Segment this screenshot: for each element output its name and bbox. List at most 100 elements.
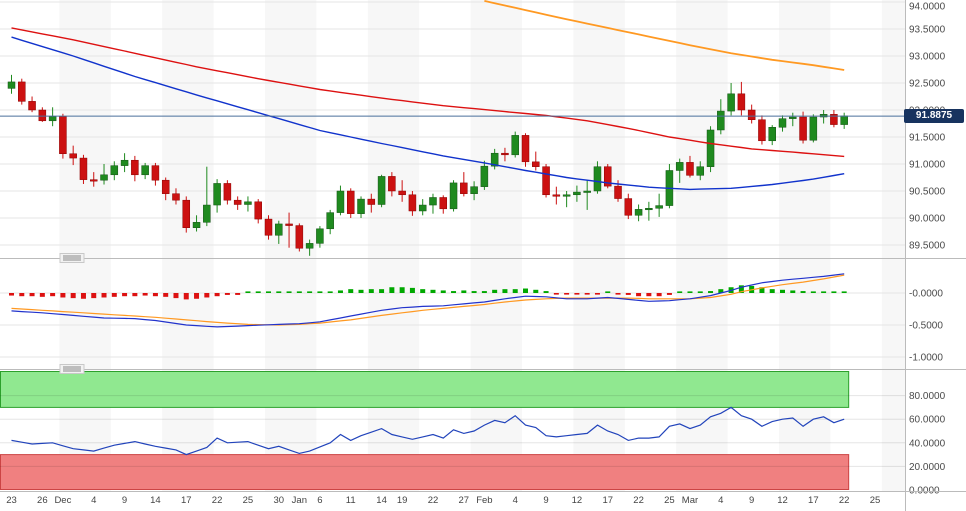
macd-histogram-bar: [656, 293, 662, 297]
candle-body: [634, 209, 643, 216]
candle-body: [449, 182, 458, 210]
time-axis-label: 22: [428, 495, 439, 506]
rsi-panel[interactable]: [0, 371, 905, 491]
macd-histogram-bar: [800, 291, 806, 293]
macd-histogram-bar: [512, 289, 518, 293]
candle-body: [624, 198, 633, 216]
candle-body: [38, 109, 47, 122]
macd-histogram-bar: [615, 293, 621, 295]
candle-body: [429, 197, 437, 206]
time-axis-label: Dec: [54, 495, 71, 506]
candle-body: [316, 228, 324, 244]
macd-histogram-bar: [471, 291, 477, 293]
last-price-badge: 91.8875: [904, 109, 964, 123]
macd-histogram-bar: [70, 293, 76, 299]
time-axis-label: 17: [808, 495, 819, 506]
ma-fast-line: [11, 27, 845, 158]
candle-body: [285, 223, 293, 226]
candle-body: [532, 161, 540, 167]
candle-body: [110, 165, 119, 176]
time-axis-label: 9: [122, 495, 127, 506]
candle-body: [48, 116, 57, 122]
candle-body: [254, 201, 262, 220]
candle-body: [562, 194, 571, 197]
macd-histogram-bar: [821, 291, 827, 293]
candle-body: [645, 208, 653, 211]
macd-histogram-bar: [337, 290, 343, 293]
candle-body: [789, 116, 797, 119]
macd-histogram-bar: [286, 291, 292, 293]
time-axis-label: 25: [243, 495, 254, 506]
time-axis-label: 11: [346, 495, 356, 506]
candle-body: [305, 243, 314, 249]
time-axis-label: 6: [317, 495, 322, 506]
macd-histogram-bar: [481, 291, 487, 293]
macd-histogram-bar: [697, 291, 703, 293]
candle-body: [357, 198, 365, 214]
price-axis-label: 90.0000: [909, 214, 946, 225]
time-axis-label: 4: [513, 495, 518, 506]
macd-histogram-bar: [769, 289, 775, 293]
main-price-panel[interactable]: [0, 0, 905, 256]
macd-histogram-bar: [19, 293, 25, 297]
candle-body: [408, 194, 417, 212]
macd-histogram-bar: [276, 291, 282, 293]
macd-histogram-bar: [111, 293, 117, 297]
time-axis-label: 23: [6, 495, 17, 506]
candle-body: [675, 162, 684, 171]
time-axis-label: 27: [459, 495, 470, 506]
macd-histogram-bar: [152, 293, 158, 297]
macd-histogram-bar: [533, 289, 539, 293]
macd-histogram-bar: [245, 291, 251, 293]
candle-body: [696, 166, 705, 176]
macd-histogram-bar: [194, 293, 200, 299]
rsi-axis-label: 20.0000: [909, 462, 946, 473]
candle-body: [336, 190, 345, 213]
candle-body: [737, 93, 746, 111]
time-axis[interactable]: 23 26 Dec 4 9 14 17 22 25 30 Jan 6 11 14 19 22 27 Feb 4 9 12…: [0, 491, 966, 507]
candle-body: [747, 109, 756, 120]
time-axis-label: 14: [150, 495, 161, 506]
candle-body: [18, 81, 26, 102]
macd-histogram-bar: [224, 293, 230, 295]
candle-body: [326, 212, 334, 230]
macd-histogram-bar: [368, 289, 374, 293]
candle-body: [223, 183, 232, 201]
candle-body: [367, 198, 376, 205]
time-axis-label: 4: [91, 495, 96, 506]
candle-body: [388, 176, 396, 192]
macd-histogram-bar: [759, 287, 765, 293]
macd-histogram-bar: [296, 291, 302, 293]
macd-axis-label: -1.0000: [909, 353, 943, 364]
macd-histogram-bar: [91, 293, 97, 299]
macd-histogram-bar: [60, 293, 66, 298]
time-axis-label: 9: [543, 495, 548, 506]
candle-body: [490, 152, 499, 167]
price-axis-label: 89.5000: [909, 241, 946, 252]
macd-histogram-bar: [543, 291, 549, 293]
time-axis-label: Jan: [292, 495, 307, 506]
macd-histogram-bar: [605, 291, 611, 293]
macd-histogram-bar: [584, 293, 590, 295]
pane-separators[interactable]: [0, 253, 966, 374]
time-axis-label: 25: [870, 495, 881, 506]
time-axis-label: 26: [37, 495, 48, 506]
price-axis[interactable]: 94.000093.500093.000092.500092.000091.50…: [905, 0, 946, 511]
macd-panel[interactable]: [0, 273, 905, 358]
macd-histogram-bar: [122, 293, 128, 297]
macd-histogram-bar: [163, 293, 169, 297]
macd-histogram-bar: [646, 293, 652, 297]
candle-body: [686, 162, 694, 176]
time-axis-label: 22: [633, 495, 644, 506]
time-axis-label: 25: [664, 495, 675, 506]
rsi-axis-label: 40.0000: [909, 438, 946, 449]
oversold-band: [0, 454, 850, 491]
candle-body: [593, 166, 602, 192]
candle-body: [480, 165, 489, 187]
macd-histogram-bar: [183, 293, 189, 300]
macd-histogram-bar: [327, 291, 333, 293]
macd-histogram-bar: [440, 290, 446, 293]
macd-histogram-bar: [841, 291, 847, 293]
